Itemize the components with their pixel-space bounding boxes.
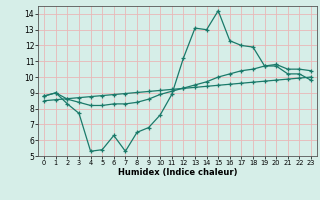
X-axis label: Humidex (Indice chaleur): Humidex (Indice chaleur) [118,168,237,177]
